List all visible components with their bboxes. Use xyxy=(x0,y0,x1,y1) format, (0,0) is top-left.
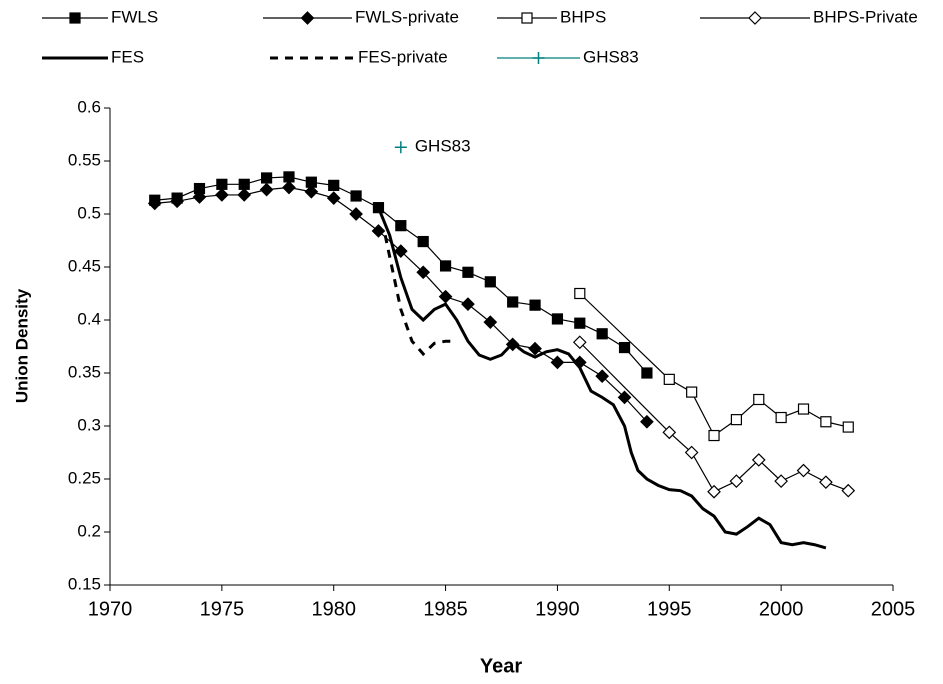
marker xyxy=(371,224,386,238)
marker xyxy=(461,297,475,311)
legend-label: BHPS xyxy=(560,7,606,26)
x-tick-label: 1985 xyxy=(423,598,468,620)
x-tick-label: 1970 xyxy=(88,598,133,620)
series-line xyxy=(579,341,849,493)
marker xyxy=(417,235,429,248)
x-tick-label: 1975 xyxy=(200,598,245,620)
marker xyxy=(261,172,273,184)
y-tick-label: 0.5 xyxy=(77,203,101,222)
x-tick-label: 1990 xyxy=(535,598,580,620)
y-tick-label: 0.25 xyxy=(68,468,101,487)
marker xyxy=(596,328,608,340)
marker xyxy=(842,421,854,433)
marker xyxy=(841,483,856,498)
legend-label: FWLS xyxy=(111,7,158,26)
marker xyxy=(238,178,250,190)
x-tick-label: 2005 xyxy=(871,598,916,620)
marker xyxy=(326,191,341,205)
marker xyxy=(550,355,565,370)
marker xyxy=(729,474,744,488)
marker xyxy=(507,296,519,308)
legend-marker xyxy=(532,52,545,64)
marker xyxy=(528,341,542,356)
marker xyxy=(170,194,184,209)
y-tick-label: 0.6 xyxy=(77,97,101,116)
marker xyxy=(753,393,765,406)
x-tick-label: 2000 xyxy=(759,598,804,620)
marker xyxy=(797,403,810,415)
y-axis-label: Union Density xyxy=(12,288,31,403)
marker xyxy=(529,299,541,311)
legend-label: GHS83 xyxy=(583,47,639,66)
marker xyxy=(684,445,699,460)
y-tick-label: 0.35 xyxy=(68,362,101,381)
marker xyxy=(462,266,474,278)
marker xyxy=(483,315,498,329)
marker xyxy=(350,190,362,202)
marker xyxy=(663,373,675,385)
legend-marker xyxy=(69,12,81,24)
marker xyxy=(618,341,631,354)
marker xyxy=(574,287,586,300)
marker xyxy=(416,265,431,280)
legend-marker xyxy=(521,12,533,24)
marker xyxy=(662,425,677,440)
legend-label: BHPS-Private xyxy=(813,7,918,26)
marker xyxy=(686,386,698,398)
marker xyxy=(820,416,832,428)
marker xyxy=(393,244,408,258)
marker xyxy=(796,463,811,478)
marker xyxy=(595,369,610,384)
marker xyxy=(551,313,564,325)
legend-label: FWLS-private xyxy=(355,7,459,26)
marker xyxy=(774,474,788,488)
y-tick-label: 0.15 xyxy=(68,574,101,593)
marker xyxy=(237,188,252,202)
legend-label: FES-private xyxy=(358,47,448,66)
marker xyxy=(349,207,363,221)
series-line xyxy=(383,234,457,357)
marker xyxy=(775,411,787,424)
y-tick-label: 0.4 xyxy=(77,309,101,328)
legend-label: FES xyxy=(111,47,144,66)
marker xyxy=(304,184,319,199)
marker xyxy=(283,171,295,183)
marker xyxy=(259,182,274,197)
marker xyxy=(147,196,162,211)
marker xyxy=(328,179,340,191)
marker xyxy=(394,141,407,154)
marker xyxy=(641,367,653,379)
marker xyxy=(484,276,496,288)
y-tick-label: 0.55 xyxy=(68,150,101,169)
marker xyxy=(708,429,720,442)
marker xyxy=(707,484,721,499)
point-annotation: GHS83 xyxy=(415,137,471,156)
y-tick-label: 0.2 xyxy=(77,521,101,540)
marker xyxy=(216,178,228,190)
x-axis-label: Year xyxy=(480,655,522,677)
marker xyxy=(572,335,587,350)
series-line xyxy=(377,207,827,550)
marker xyxy=(282,180,296,195)
marker xyxy=(819,475,833,490)
marker xyxy=(192,190,207,204)
y-tick-label: 0.45 xyxy=(68,256,101,275)
marker xyxy=(395,220,407,232)
legend-marker xyxy=(748,11,762,25)
y-tick-label: 0.3 xyxy=(77,415,101,434)
x-tick-label: 1995 xyxy=(647,598,692,620)
marker xyxy=(617,390,632,405)
marker xyxy=(215,188,229,202)
marker xyxy=(574,317,586,329)
marker xyxy=(439,260,452,272)
marker xyxy=(730,414,743,426)
marker xyxy=(640,414,654,429)
series-line xyxy=(579,293,849,437)
legend-marker xyxy=(300,11,315,25)
marker xyxy=(751,453,766,467)
x-tick-label: 1980 xyxy=(311,598,356,620)
